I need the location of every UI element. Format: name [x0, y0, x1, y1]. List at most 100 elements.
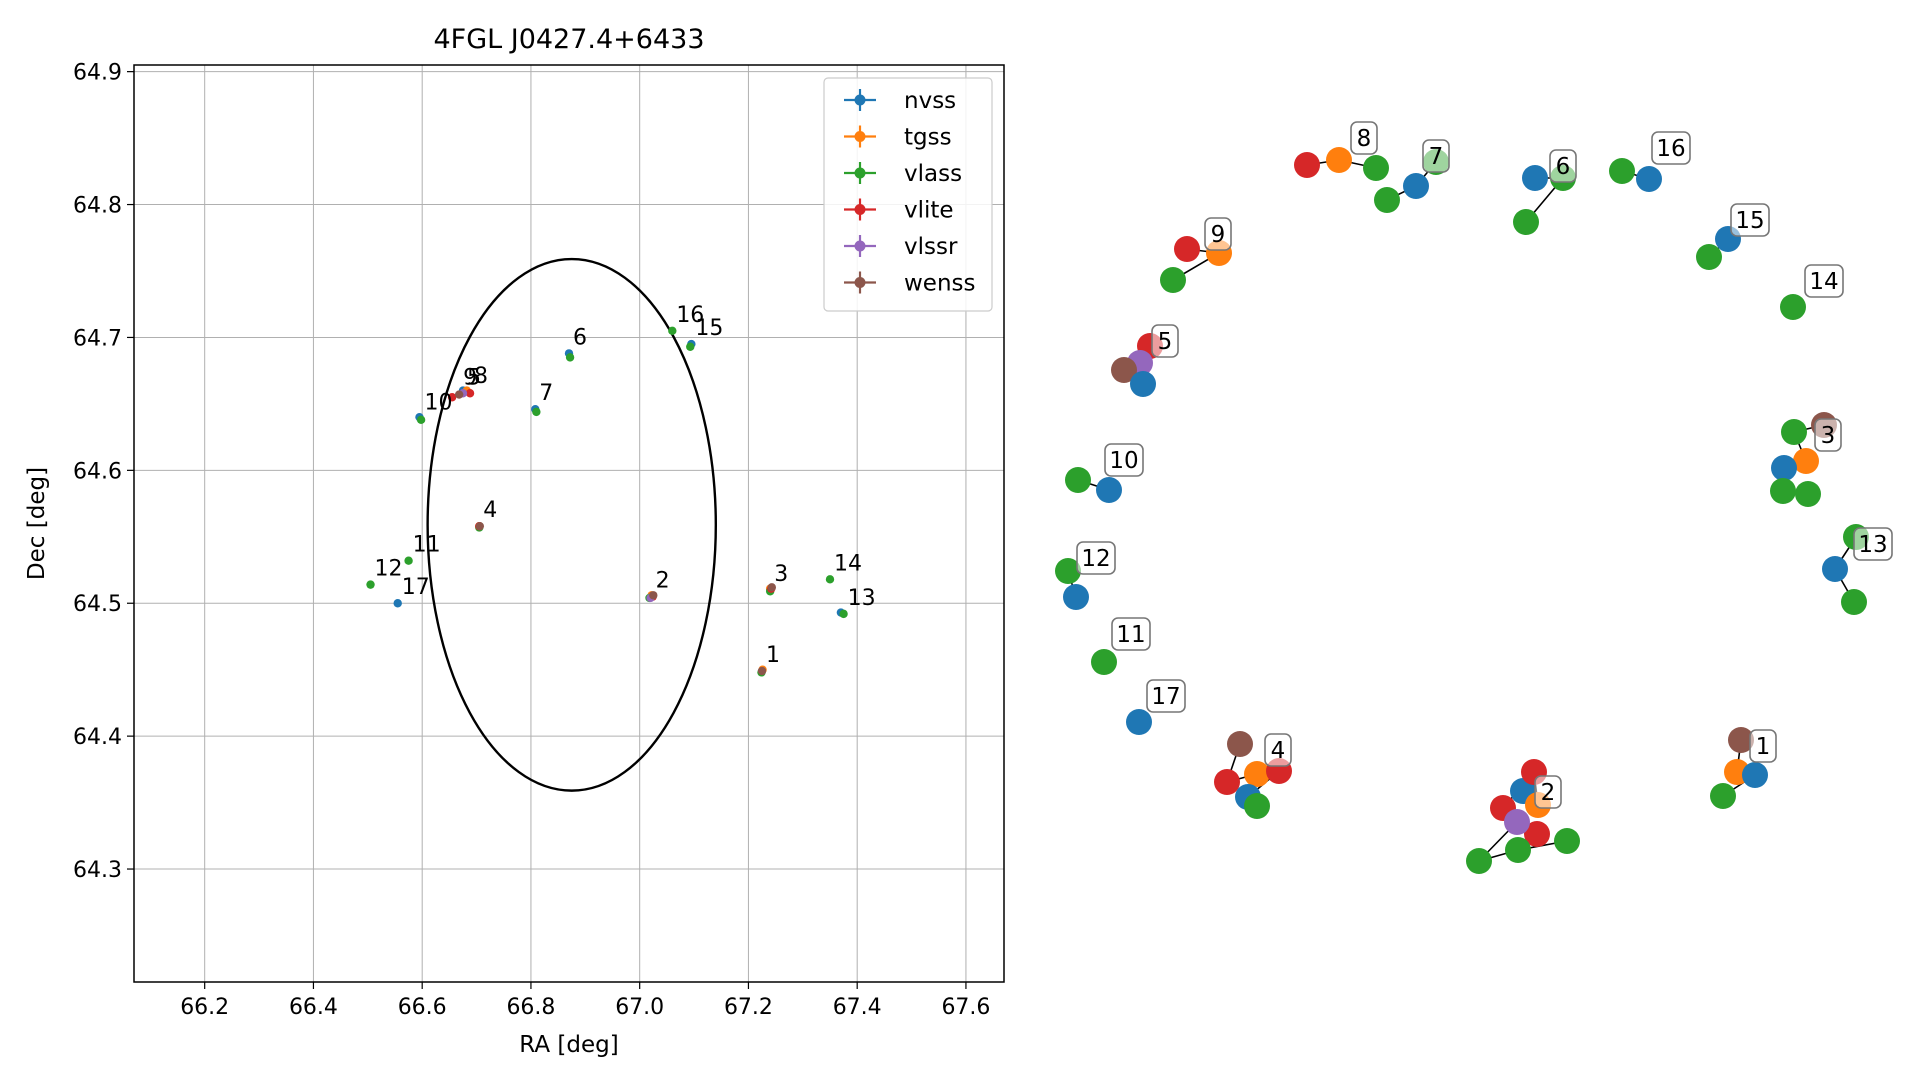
- network-label-box: [1853, 527, 1893, 561]
- source-label: 10: [425, 391, 453, 416]
- source-label: 1: [766, 643, 780, 668]
- network-node-vlass: [1795, 481, 1821, 507]
- network-node-nvss: [1822, 556, 1848, 582]
- y-tick-label: 64.5: [73, 592, 122, 617]
- network-label-box: [1146, 679, 1186, 713]
- source-label: 6: [573, 325, 587, 350]
- source-label: 17: [402, 575, 430, 600]
- network-node-vlass: [1770, 478, 1796, 504]
- source-point-vlass: [825, 575, 835, 584]
- network-node-nvss: [1636, 166, 1662, 192]
- x-tick-label: 66.6: [398, 995, 447, 1020]
- plot-frame: [133, 64, 1005, 983]
- source-point-vlass: [532, 407, 541, 417]
- network-node-vlite: [1214, 769, 1240, 795]
- network-node-nvss: [1096, 477, 1122, 503]
- network-node-vlass: [1554, 828, 1580, 854]
- network-node-vlass: [1363, 155, 1389, 181]
- network-label: 7: [1429, 144, 1444, 170]
- source-point-wenss: [454, 390, 464, 399]
- network-node-vlass: [1710, 783, 1736, 809]
- network-node-vlass: [1091, 649, 1117, 675]
- network-node-vlass: [1780, 294, 1806, 320]
- network-node-vlite: [1524, 821, 1550, 847]
- network-nodes: [1055, 147, 1869, 874]
- network-label-box: [1651, 131, 1691, 165]
- source-label: 4: [483, 498, 497, 523]
- network-label-box: [1104, 443, 1144, 477]
- x-tick-label: 67.4: [833, 995, 882, 1020]
- network-label: 15: [1735, 208, 1764, 234]
- source-label: 8: [474, 364, 488, 389]
- network-label-box: [1111, 617, 1151, 651]
- network-label-box: [1076, 541, 1116, 575]
- source-point-vlass: [416, 415, 426, 425]
- source-point-vlass: [839, 609, 848, 619]
- network-label: 1: [1756, 734, 1771, 760]
- network-label-box: [1422, 139, 1450, 173]
- network-node-wenss: [1111, 357, 1137, 383]
- network-node-vlass: [1696, 244, 1722, 270]
- network-label: 2: [1541, 780, 1556, 806]
- network-node-tgss: [1793, 448, 1819, 474]
- network-label-box: [1534, 775, 1562, 809]
- network-label: 14: [1809, 269, 1838, 295]
- chart-title: 4FGL J0427.4+6433: [433, 24, 704, 55]
- network-node-nvss: [1126, 709, 1152, 735]
- error-ellipse-layer: [426, 257, 718, 792]
- legend-label-wenss: wenss: [904, 271, 976, 297]
- network-label: 5: [1158, 329, 1173, 355]
- y-tick-label: 64.7: [73, 326, 122, 351]
- legend-dot-wenss: [854, 277, 866, 288]
- source-point-vlite: [447, 393, 457, 402]
- network-label: 17: [1151, 684, 1180, 710]
- network-node-vlass: [1505, 837, 1531, 863]
- network-node-vlass: [1244, 793, 1270, 819]
- network-label: 8: [1357, 126, 1372, 152]
- legend-label-tgss: tgss: [904, 125, 952, 151]
- network-node-vlass: [1160, 267, 1186, 293]
- source-label: 14: [834, 551, 862, 576]
- network-node-vlssr: [1504, 809, 1530, 835]
- network-node-nvss: [1522, 165, 1548, 191]
- network-node-wenss: [1227, 731, 1253, 757]
- network-node-vlass: [1781, 419, 1807, 445]
- x-tick-label: 66.2: [180, 995, 229, 1020]
- network-label-box: [1804, 264, 1844, 298]
- x-tick-label: 67.2: [724, 995, 773, 1020]
- network-label: 3: [1821, 423, 1836, 449]
- network-label: 13: [1858, 532, 1887, 558]
- network-node-vlass: [1055, 558, 1081, 584]
- x-tick-label: 67.0: [615, 995, 664, 1020]
- y-tick-label: 64.4: [73, 725, 122, 750]
- network-label: 16: [1656, 136, 1685, 162]
- network-label-box: [1549, 149, 1577, 183]
- x-tick-label: 66.8: [506, 995, 555, 1020]
- source-point-wenss: [649, 591, 658, 600]
- x-axis-label: RA [deg]: [519, 1032, 618, 1058]
- network-node-vlite: [1174, 236, 1200, 262]
- network-label-box: [1151, 324, 1179, 358]
- legend-label-vlssr: vlssr: [904, 234, 958, 260]
- source-label: 2: [656, 569, 670, 594]
- source-label: 15: [695, 316, 723, 341]
- source-point-wenss: [757, 666, 767, 676]
- network-label: 12: [1081, 546, 1110, 572]
- network-node-nvss: [1403, 173, 1429, 199]
- legend-dot-tgss: [854, 131, 866, 142]
- network-node-nvss: [1063, 584, 1089, 610]
- legend-dot-vlssr: [854, 240, 866, 252]
- y-tick-label: 64.3: [73, 858, 122, 883]
- source-label: 13: [848, 586, 876, 611]
- source-label: 16: [676, 303, 704, 328]
- network-label-box: [1749, 729, 1777, 763]
- source-point-vlass: [686, 342, 695, 351]
- axis-ticks: 66.2 66.4 66.6 66.8 67.0 67.2 67.4 67.6 64.3 64.4…: [73, 61, 990, 1020]
- network-label: 11: [1116, 622, 1145, 648]
- network-node-nvss: [1130, 371, 1156, 397]
- legend-dot-vlite: [854, 204, 866, 215]
- legend-label-nvss: nvss: [904, 88, 956, 114]
